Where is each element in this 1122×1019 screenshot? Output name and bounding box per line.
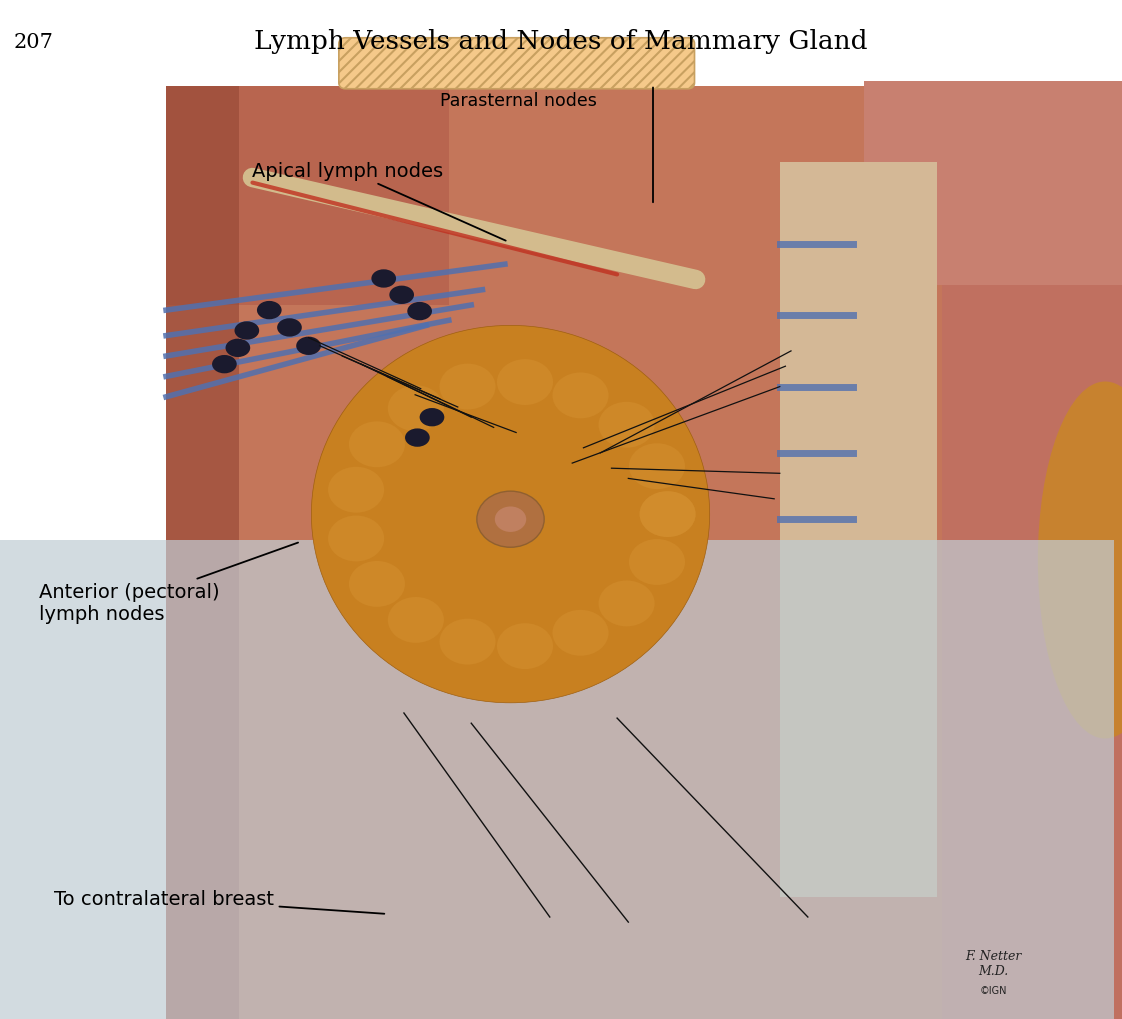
Ellipse shape [312,326,709,703]
Ellipse shape [440,364,496,410]
Bar [166,87,239,1019]
Ellipse shape [497,360,553,406]
Bar [942,153,1122,1019]
Ellipse shape [495,506,526,532]
Ellipse shape [389,286,414,305]
Ellipse shape [257,302,282,320]
Ellipse shape [388,386,444,432]
Ellipse shape [629,444,686,490]
Ellipse shape [349,422,405,468]
Ellipse shape [407,303,432,321]
Ellipse shape [234,322,259,340]
Ellipse shape [328,468,384,514]
Ellipse shape [640,491,696,538]
Ellipse shape [371,270,396,288]
Text: F. Netter
M.D.: F. Netter M.D. [965,949,1021,977]
Text: ©IGN: ©IGN [980,985,1006,996]
Ellipse shape [277,319,302,337]
Polygon shape [166,87,449,306]
Ellipse shape [226,339,250,358]
Text: Lymph Vessels and Nodes of Mammary Gland: Lymph Vessels and Nodes of Mammary Gland [255,29,867,54]
Bar [864,82,1122,285]
FancyBboxPatch shape [0,540,1114,1019]
Ellipse shape [212,356,237,374]
Text: Anterior (pectoral)
lymph nodes: Anterior (pectoral) lymph nodes [39,543,298,624]
Ellipse shape [640,491,696,538]
Text: Apical lymph nodes: Apical lymph nodes [252,162,506,242]
Ellipse shape [629,539,686,585]
Ellipse shape [328,516,384,561]
Ellipse shape [598,581,654,627]
Text: To contralateral breast: To contralateral breast [54,890,385,914]
FancyBboxPatch shape [339,39,695,90]
Ellipse shape [552,373,608,419]
Ellipse shape [349,561,405,607]
Ellipse shape [440,620,496,665]
Ellipse shape [552,610,608,656]
Ellipse shape [477,491,544,548]
Ellipse shape [388,597,444,643]
Ellipse shape [420,409,444,427]
Ellipse shape [405,429,430,447]
Text: Parasternal nodes: Parasternal nodes [440,92,597,110]
Bar [780,163,937,897]
Ellipse shape [296,337,321,356]
Ellipse shape [598,403,654,448]
Ellipse shape [497,624,553,669]
Ellipse shape [1038,382,1122,739]
Text: 207: 207 [13,33,54,52]
Bar [166,87,1122,1019]
